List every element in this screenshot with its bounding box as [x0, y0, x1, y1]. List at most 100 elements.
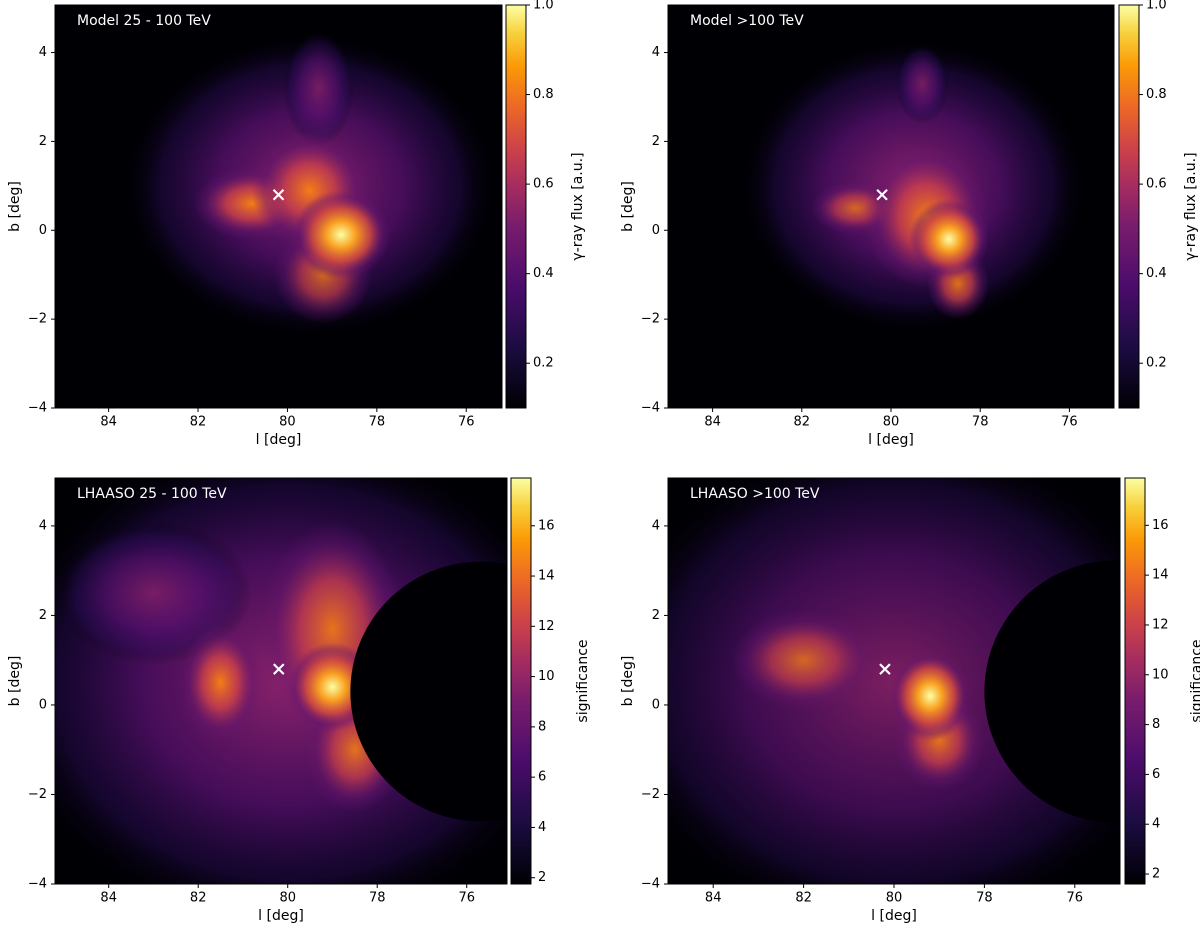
colorbar-tick-label: 1.0	[533, 0, 554, 13]
colorbar	[510, 477, 532, 885]
masked-region	[984, 560, 1120, 823]
y-tick-label: 4	[652, 45, 660, 60]
y-tick-label: −2	[28, 312, 47, 327]
x-tick-label: 78	[369, 891, 386, 906]
colorbar-tick-label: 0.2	[1146, 356, 1167, 371]
x-tick-label: 82	[190, 891, 207, 906]
colorbar-tick-label: 8	[538, 719, 546, 734]
heatmap-blob	[889, 650, 971, 742]
heatmap-image	[55, 5, 502, 408]
heatmap-image	[668, 478, 1120, 884]
y-tick-label: −2	[28, 787, 47, 802]
colorbar-tick-label: 8	[1152, 717, 1160, 732]
colorbar-tick-label: 10	[538, 669, 555, 684]
y-tick-label: 2	[39, 134, 47, 149]
heatmap-blob	[731, 610, 876, 710]
y-axis-label: b [deg]	[7, 181, 23, 232]
colorbar-tick-label: 6	[1152, 767, 1160, 782]
colorbar-tick-label: 2	[538, 870, 546, 885]
colorbar	[505, 4, 527, 409]
colorbar-tick-label: 0.4	[533, 266, 554, 281]
colorbar-tick-label: 0.6	[1146, 177, 1167, 192]
colorbar-label: γ-ray flux [a.u.]	[1183, 152, 1199, 260]
y-axis-label: b [deg]	[620, 656, 636, 707]
colorbar-tick-label: 1.0	[1146, 0, 1167, 13]
y-tick-label: −2	[641, 787, 660, 802]
y-tick-label: −4	[28, 877, 47, 892]
colorbar-tick-label: 0.8	[1146, 87, 1167, 102]
heatmap-blob	[180, 624, 261, 741]
x-axis-label: l [deg]	[871, 908, 917, 924]
y-tick-label: 4	[39, 518, 47, 533]
y-tick-label: 0	[39, 697, 47, 712]
x-tick-label: 80	[883, 415, 900, 430]
y-tick-label: 0	[652, 223, 660, 238]
colorbar-tick-label: 12	[1152, 617, 1169, 632]
colorbar-tick-label: 10	[1152, 667, 1169, 682]
colorbar-tick-label: 0.4	[1146, 266, 1167, 281]
heatmap-blob	[291, 190, 391, 280]
x-tick-label: 78	[972, 415, 989, 430]
y-tick-label: 4	[652, 518, 660, 533]
y-tick-label: 2	[39, 608, 47, 623]
y-axis-label: b [deg]	[7, 656, 23, 707]
x-tick-label: 82	[795, 891, 812, 906]
x-tick-label: 80	[279, 415, 296, 430]
y-tick-label: −4	[28, 401, 47, 416]
x-tick-label: 76	[458, 891, 475, 906]
heatmap-image	[668, 5, 1114, 408]
colorbar-label: significance	[1189, 639, 1200, 722]
x-tick-label: 78	[976, 891, 993, 906]
x-tick-label: 80	[886, 891, 903, 906]
colorbar-tick-label: 12	[538, 619, 555, 634]
x-axis-label: l [deg]	[258, 908, 304, 924]
x-tick-label: 82	[190, 415, 207, 430]
colorbar-tick-label: 14	[1152, 568, 1169, 583]
x-tick-label: 80	[279, 891, 296, 906]
panel-title: LHAASO 25 - 100 TeV	[77, 486, 227, 502]
colorbar-tick-label: 2	[1152, 867, 1160, 882]
heatmap-blob	[282, 29, 355, 147]
panel-title: LHAASO >100 TeV	[690, 486, 820, 502]
x-tick-label: 82	[794, 415, 811, 430]
colorbar-label: γ-ray flux [a.u.]	[570, 152, 586, 260]
heatmap-blob	[895, 43, 949, 124]
colorbar-label: significance	[575, 639, 591, 722]
x-tick-label: 76	[1061, 415, 1078, 430]
heatmap-blob	[908, 199, 990, 280]
y-tick-label: 2	[652, 608, 660, 623]
x-tick-label: 84	[704, 415, 721, 430]
y-axis-label: b [deg]	[620, 181, 636, 232]
x-tick-label: 76	[458, 415, 475, 430]
x-tick-label: 84	[100, 891, 117, 906]
y-tick-label: −2	[641, 312, 660, 327]
y-tick-label: −4	[641, 401, 660, 416]
heatmap-image	[55, 478, 507, 884]
heatmap-blob	[55, 521, 252, 665]
x-tick-label: 84	[705, 891, 722, 906]
x-tick-label: 84	[100, 415, 117, 430]
colorbar-tick-label: 16	[1152, 518, 1169, 533]
y-tick-label: 2	[652, 134, 660, 149]
marker	[876, 188, 888, 201]
colorbar-tick-label: 14	[538, 569, 555, 584]
plot-frame	[54, 477, 508, 885]
y-tick-label: −4	[641, 877, 660, 892]
marker	[272, 188, 285, 201]
colorbar	[1118, 4, 1140, 409]
x-tick-label: 76	[1067, 891, 1084, 906]
y-tick-label: 4	[39, 45, 47, 60]
y-tick-label: 0	[39, 223, 47, 238]
colorbar-tick-label: 0.2	[533, 356, 554, 371]
plot-frame	[54, 4, 503, 409]
colorbar-tick-label: 4	[538, 820, 546, 835]
colorbar-tick-label: 6	[538, 770, 546, 785]
y-tick-label: 0	[652, 697, 660, 712]
x-tick-label: 78	[369, 415, 386, 430]
colorbar-tick-label: 16	[538, 518, 555, 533]
marker	[879, 663, 891, 675]
panel-title: Model 25 - 100 TeV	[77, 13, 211, 29]
colorbar-tick-label: 4	[1152, 817, 1160, 832]
masked-region	[350, 561, 507, 822]
panel-title: Model >100 TeV	[690, 13, 804, 29]
